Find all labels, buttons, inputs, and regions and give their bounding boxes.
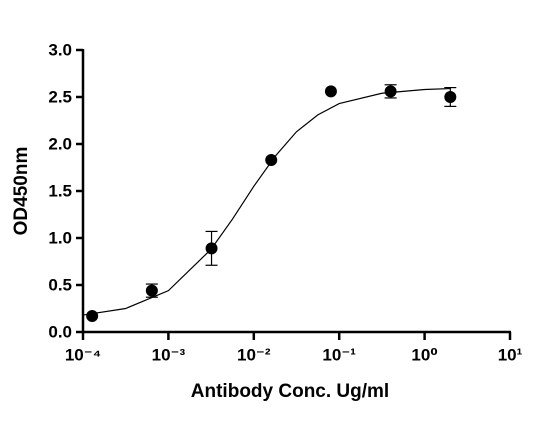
x-tick-label: 10⁻² — [237, 345, 271, 364]
data-point — [444, 91, 457, 103]
fit-curve — [82, 87, 451, 316]
y-tick-label: 1.5 — [48, 181, 72, 200]
data-point — [86, 310, 99, 323]
x-tick-label: 10¹ — [498, 345, 523, 364]
x-tick-label: 10⁻³ — [152, 345, 186, 364]
y-tick-label: 3.0 — [48, 40, 72, 59]
y-tick-label: 0.5 — [48, 275, 72, 294]
data-point — [324, 85, 337, 98]
data-point — [145, 284, 158, 297]
data-point — [384, 85, 397, 98]
x-axis-label: Antibody Conc. Ug/ml — [191, 381, 389, 402]
y-axis-label: OD450nm — [11, 147, 32, 236]
x-tick-label: 10⁻¹ — [322, 345, 356, 364]
data-point — [265, 153, 278, 166]
y-tick-label: 2.0 — [48, 134, 72, 153]
x-tick-label: 10⁰ — [411, 345, 437, 364]
data-point — [205, 242, 218, 255]
y-tick-label: 0.0 — [48, 322, 72, 341]
x-tick-label: 10⁻⁴ — [65, 345, 101, 364]
y-tick-label: 1.0 — [48, 228, 72, 247]
y-tick-label: 2.5 — [48, 87, 72, 106]
